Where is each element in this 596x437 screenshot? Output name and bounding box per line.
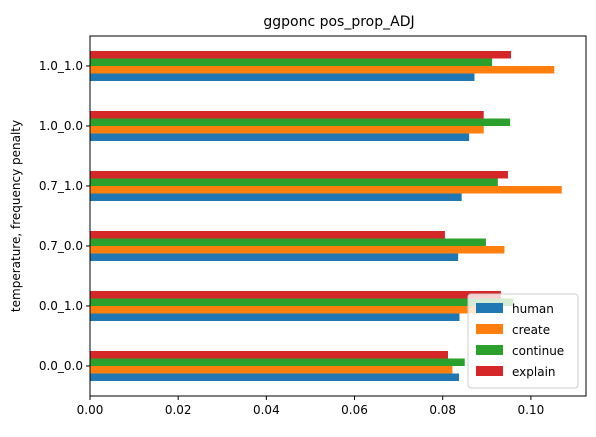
y-tick-label: 0.0_0.0 [39, 359, 83, 373]
legend-box [467, 293, 579, 389]
y-tick-label: 0.7_0.0 [39, 239, 83, 253]
plot-frame [89, 35, 587, 397]
bar-continue-0.0_0.0 [90, 358, 465, 366]
y-tick-label: 0.7_1.0 [39, 179, 83, 193]
bar-create-0.7_0.0 [90, 246, 505, 254]
bar-human-1.0_0.0 [90, 133, 470, 141]
bar-create-0.7_1.0 [90, 186, 562, 194]
bar-human-0.0_1.0 [90, 313, 460, 321]
x-tick-label: 0.06 [341, 403, 368, 417]
chart-title: ggponc pos_prop_ADJ [263, 14, 414, 30]
bar-human-1.0_1.0 [90, 73, 475, 81]
bar-explain-0.7_1.0 [90, 171, 508, 179]
bar-continue-0.7_0.0 [90, 238, 486, 246]
x-tick-label: 0.00 [77, 403, 104, 417]
legend-label-continue: continue [512, 344, 564, 358]
legend: human create continue explain [467, 293, 579, 389]
bar-create-0.0_0.0 [90, 366, 453, 374]
bar-explain-0.0_0.0 [90, 351, 449, 359]
x-tick-label: 0.10 [518, 403, 545, 417]
plot-area: 0.0_0.0 0.0_1.0 0.7_0.0 0.7_1.0 1.0_0.0 1.0_1… [39, 35, 587, 417]
bar-human-0.7_0.0 [90, 253, 459, 261]
legend-label-explain: explain [512, 365, 556, 379]
x-tick-label: 0.08 [429, 403, 456, 417]
legend-label-create: create [512, 323, 550, 337]
bar-continue-0.0_1.0 [90, 298, 514, 306]
bar-explain-1.0_1.0 [90, 51, 512, 59]
bar-continue-1.0_0.0 [90, 118, 511, 126]
bar-continue-1.0_1.0 [90, 58, 493, 66]
legend-swatch-create [476, 324, 503, 334]
x-tick-label: 0.02 [165, 403, 192, 417]
bar-explain-0.7_0.0 [90, 231, 445, 239]
bar-explain-1.0_0.0 [90, 111, 484, 119]
legend-swatch-human [476, 303, 503, 313]
y-tick-label: 0.0_1.0 [39, 299, 83, 313]
bar-create-1.0_0.0 [90, 126, 484, 134]
y-tick-label: 1.0_1.0 [39, 59, 83, 73]
bar-create-1.0_1.0 [90, 66, 555, 74]
bar-continue-0.7_1.0 [90, 178, 498, 186]
x-tick-label: 0.04 [253, 403, 280, 417]
bar-human-0.7_1.0 [90, 193, 462, 201]
legend-label-human: human [512, 302, 554, 316]
legend-swatch-continue [476, 345, 503, 355]
y-tick-label: 1.0_0.0 [39, 119, 83, 133]
bar-human-0.0_0.0 [90, 373, 460, 381]
y-axis-label: temperature, frequency penalty [9, 120, 23, 312]
bar-create-0.0_1.0 [90, 306, 481, 314]
legend-swatch-explain [476, 366, 503, 376]
bar-explain-0.0_1.0 [90, 291, 501, 299]
